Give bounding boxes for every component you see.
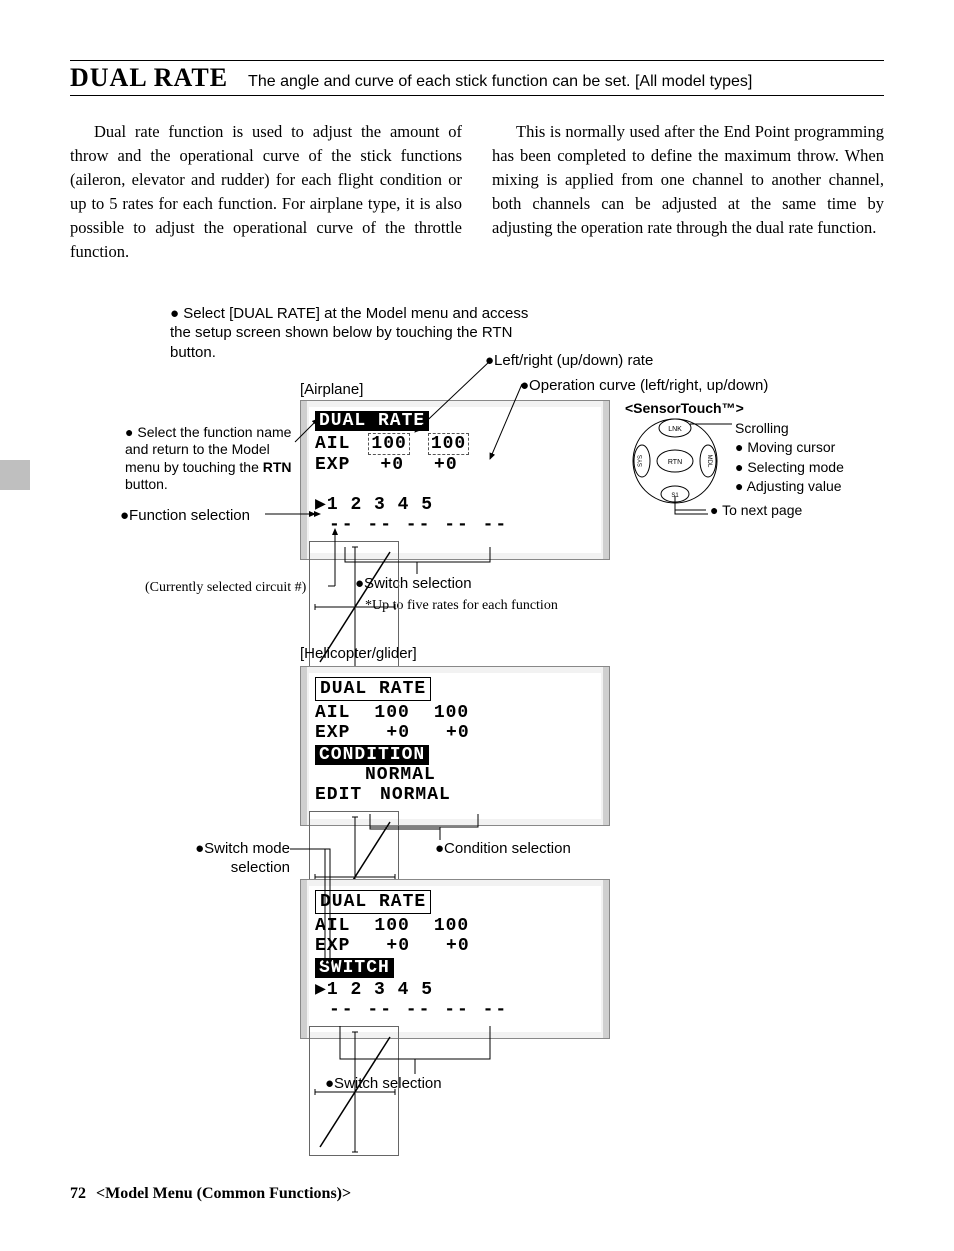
lcd3-exp-row: EXP +0 +0: [315, 936, 595, 956]
ring-mdl: MDL: [706, 454, 712, 467]
lcd1-title: DUAL RATE: [315, 411, 595, 431]
lcd1-nums: ▶1 2 3 4 5: [315, 493, 595, 515]
lcd2-exp: EXP: [315, 723, 350, 743]
label-function-selection: ●Function selection: [120, 506, 250, 526]
lcd1-ail-l: 100: [368, 433, 409, 455]
lcd2-cond: CONDITION: [315, 745, 595, 765]
lcd3-title: DUAL RATE: [315, 890, 595, 914]
lcd2-exp-row: EXP +0 +0: [315, 723, 595, 743]
label-switch-selection-2: ●Switch selection: [325, 1074, 442, 1094]
lcd1-tri: ▶: [315, 495, 327, 515]
lcd3-exp-l: +0: [386, 936, 410, 956]
lcd2-normal1: NORMAL: [365, 765, 595, 785]
footer-section: <Model Menu (Common Functions)>: [96, 1185, 351, 1202]
label-lr-rate: ●Left/right (up/down) rate: [485, 351, 653, 371]
lcd2-ail: AIL: [315, 703, 350, 723]
lcd1-exp-l: +0: [380, 455, 404, 475]
page-side-tab: [0, 460, 30, 490]
label-op-curve: ●Operation curve (left/right, up/down): [520, 376, 768, 396]
top-rule: [70, 60, 884, 61]
instruction-left-b: RTN: [263, 459, 292, 475]
lcd3-ail-r: 100: [434, 916, 469, 936]
instruction-top-text: Select [DUAL RATE] at the Model menu and…: [170, 305, 528, 361]
label-next-page: ● To next page: [710, 502, 802, 518]
sensor-adjusting-value: ● Adjusting value: [735, 477, 844, 497]
lcd3-nums: ▶1 2 3 4 5: [315, 978, 595, 1000]
sensor-bullets: Scrolling ● Moving cursor ● Selecting mo…: [735, 419, 844, 497]
lcd1-exp-row: EXP +0 +0: [315, 455, 595, 475]
ring-sys: SYS: [638, 455, 644, 467]
sensor-scrolling: Scrolling: [735, 419, 844, 439]
lcd1-ail-r: 100: [428, 433, 469, 455]
page-subtitle: The angle and curve of each stick functi…: [248, 73, 752, 91]
instruction-left: ● Select the function name and return to…: [125, 424, 295, 494]
lcd3-ail: AIL: [315, 916, 350, 936]
header-row: DUAL RATE The angle and curve of each st…: [70, 63, 884, 96]
label-airplane: [Airplane]: [300, 380, 363, 400]
lcd2-edit: EDIT: [315, 785, 362, 805]
lcd1-title-text: DUAL RATE: [315, 411, 429, 431]
lcd3-exp: EXP: [315, 936, 350, 956]
lcd1-dashes: -- -- -- -- --: [329, 515, 595, 535]
page-title: DUAL RATE: [70, 63, 228, 93]
lcd1-ail-row: AIL 100 100: [315, 433, 595, 455]
lcd3-tri: ▶: [315, 980, 327, 1000]
paragraph-left: Dual rate function is used to adjust the…: [70, 120, 462, 264]
lcd3-title-text: DUAL RATE: [315, 890, 431, 914]
lcd3-nums-text: 1 2 3 4 5: [327, 980, 433, 1000]
lcd1-exp-r: +0: [434, 455, 458, 475]
label-current-circuit: (Currently selected circuit #): [145, 579, 306, 597]
ring-s1: S1: [671, 493, 679, 499]
lcd2-ail-l: 100: [374, 703, 409, 723]
lcd3-exp-r: +0: [446, 936, 470, 956]
lcd2-title: DUAL RATE: [315, 677, 595, 701]
lcd1-nums-text: 1 2 3 4 5: [327, 495, 433, 515]
lcd1-ail: AIL: [315, 434, 350, 454]
ring-lnk: LNK: [668, 426, 682, 433]
lcd2-edit-row: EDIT NORMAL: [315, 785, 595, 805]
lcd2-normal2: NORMAL: [380, 785, 451, 805]
lcd2-title-text: DUAL RATE: [315, 677, 431, 701]
instruction-left-c: button.: [125, 476, 168, 492]
label-switch-mode: ●Switch mode selection: [160, 839, 290, 878]
lcd3-ail-l: 100: [374, 916, 409, 936]
label-heli: [Helicopter/glider]: [300, 644, 417, 664]
lcd3-switch: SWITCH: [315, 958, 595, 978]
lcd1-exp: EXP: [315, 455, 350, 475]
page-footer: 72 <Model Menu (Common Functions)>: [70, 1185, 351, 1203]
lcd3-switch-text: SWITCH: [315, 958, 394, 978]
lcd-heli-switch: DUAL RATE AIL 100 100 EXP +0 +0 SWITCH ▶…: [300, 879, 610, 1039]
paragraph-right: This is normally used after the End Poin…: [492, 120, 884, 264]
lcd3-ail-row: AIL 100 100: [315, 916, 595, 936]
label-sensortouch: <SensorTouch™>: [625, 400, 744, 416]
lcd2-exp-l: +0: [386, 723, 410, 743]
lcd-heli-condition: DUAL RATE AIL 100 100 EXP +0 +0 CONDITIO…: [300, 666, 610, 826]
sensor-ring: LNK RTN S1 SYS MDL: [630, 416, 720, 506]
label-condition-selection: ●Condition selection: [435, 839, 571, 859]
lcd-airplane: DUAL RATE AIL 100 100 EXP +0 +0 ▶1 2 3 4…: [300, 400, 610, 560]
lcd2-exp-r: +0: [446, 723, 470, 743]
lcd2-cond-text: CONDITION: [315, 745, 429, 765]
lcd3-dashes: -- -- -- -- --: [329, 1000, 595, 1020]
lcd2-ail-row: AIL 100 100: [315, 703, 595, 723]
body-columns: Dual rate function is used to adjust the…: [70, 120, 884, 264]
lcd2-ail-r: 100: [434, 703, 469, 723]
sensor-moving-cursor: ● Moving cursor: [735, 438, 844, 458]
sensor-selecting-mode: ● Selecting mode: [735, 458, 844, 478]
diagram-area: ● Select [DUAL RATE] at the Model menu a…: [70, 304, 884, 1104]
page-number: 72: [70, 1185, 86, 1202]
ring-rtn: RTN: [668, 459, 682, 466]
